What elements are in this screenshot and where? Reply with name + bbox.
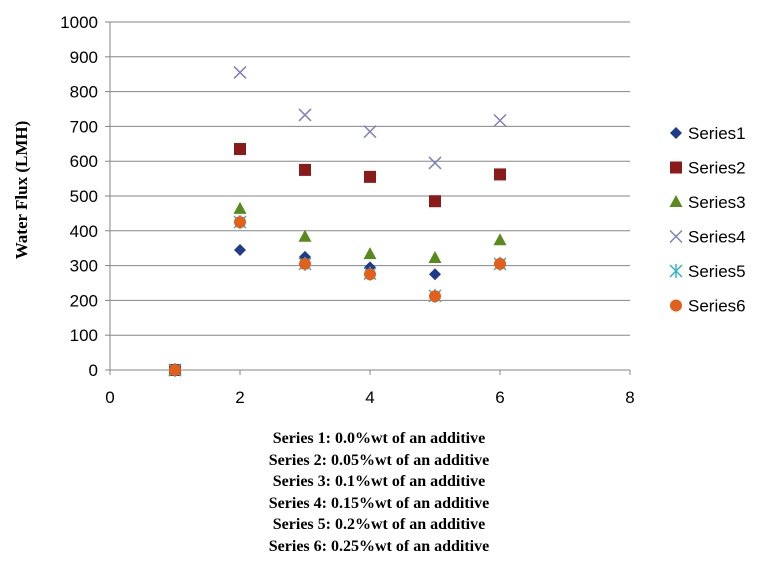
legend-label-series3: Series3 (688, 193, 746, 212)
data-point-series2 (429, 195, 441, 208)
y-tick-label: 500 (70, 187, 98, 206)
data-point-series2 (299, 163, 311, 176)
legend-marker-series5 (669, 264, 683, 278)
y-tick-label: 800 (70, 83, 98, 102)
data-point-series6 (169, 364, 181, 376)
legend-marker-series3 (669, 195, 683, 207)
x-tick-label: 2 (235, 388, 244, 407)
x-tick-label: 8 (625, 388, 634, 407)
data-point-series2 (494, 168, 506, 181)
legend-marker-series2 (670, 161, 682, 174)
data-point-series4 (298, 108, 312, 122)
data-point-series1 (429, 268, 441, 281)
y-tick-label: 0 (89, 361, 98, 380)
caption-line-4: Series 4: 0.15%wt of an additive (268, 494, 490, 512)
data-point-series2 (234, 143, 246, 156)
data-point-series2 (364, 170, 376, 183)
data-point-series6 (494, 257, 506, 270)
legend-marker-series1 (670, 127, 682, 139)
y-tick-label: 600 (70, 152, 98, 171)
data-point-series6 (364, 268, 376, 281)
y-axis-label: Water Flux (LMH) (12, 121, 31, 260)
data-point-series1 (234, 243, 246, 256)
legend-label-series6: Series6 (688, 297, 746, 316)
data-point-series3 (298, 229, 312, 242)
data-point-series3 (233, 201, 247, 214)
y-tick-label: 1000 (60, 13, 98, 32)
legend-label-series2: Series2 (688, 159, 746, 178)
x-tick-label: 0 (105, 388, 114, 407)
y-tick-label: 300 (70, 257, 98, 276)
caption-line-2: Series 2: 0.05%wt of an additive (268, 451, 490, 469)
legend-label-series4: Series4 (688, 228, 746, 247)
data-point-series6 (234, 216, 246, 229)
legend-marker-series6 (670, 299, 682, 312)
series-caption: Series 1: 0.0%wt of an additive Series 2… (0, 428, 758, 557)
caption-line-6: Series 6: 0.25%wt of an additive (268, 537, 490, 555)
y-tick-label: 700 (70, 117, 98, 136)
legend-label-series1: Series1 (688, 124, 746, 143)
caption-line-5: Series 5: 0.2%wt of an additive (272, 516, 486, 533)
caption-line-3: Series 3: 0.1%wt of an additive (272, 473, 486, 490)
caption-line-1: Series 1: 0.0%wt of an additive (272, 430, 486, 447)
y-tick-label: 400 (70, 222, 98, 241)
legend-label-series5: Series5 (688, 262, 746, 281)
data-point-series3 (428, 250, 442, 263)
y-tick-label: 200 (70, 291, 98, 310)
data-point-series6 (299, 257, 311, 270)
data-point-series3 (493, 233, 507, 246)
data-point-series4 (493, 113, 507, 128)
x-tick-label: 4 (365, 388, 374, 407)
data-point-series4 (428, 156, 442, 170)
data-point-series4 (233, 65, 247, 79)
data-point-series3 (363, 247, 377, 260)
y-tick-label: 900 (70, 48, 98, 67)
data-point-series4 (363, 125, 377, 139)
legend-marker-series4 (669, 229, 683, 244)
y-tick-label: 100 (70, 326, 98, 345)
data-point-series6 (429, 290, 441, 303)
x-tick-label: 6 (495, 388, 504, 407)
